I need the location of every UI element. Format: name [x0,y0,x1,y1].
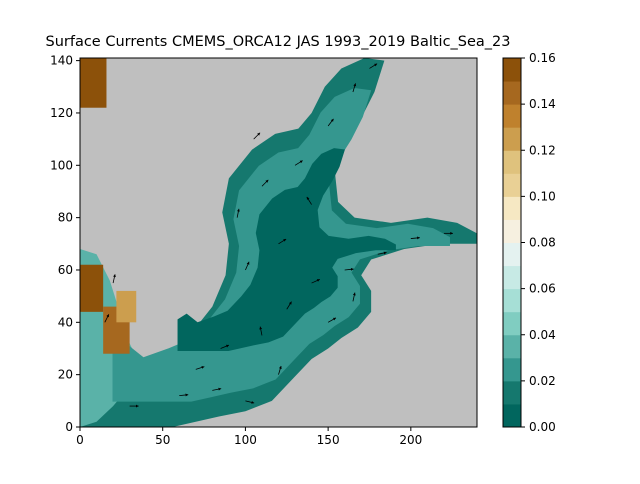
current-arrow-5 [286,301,292,310]
current-arrow-13 [261,179,269,187]
current-arrow-9 [410,236,420,240]
y-tick-label: 80 [58,211,73,225]
plot-area [80,58,477,427]
current-arrow-27 [253,132,261,140]
current-arrow-0 [179,393,189,397]
colorbar-tick-label: 0.16 [529,51,556,65]
current-arrow-2 [245,400,255,404]
y-tick-label: 140 [50,54,73,68]
current-arrow-6 [311,279,320,284]
y-tick-label: 100 [50,158,73,172]
colorbar-tick-label: 0.14 [529,97,556,111]
colorbar-segment [503,403,521,428]
colorbar-segment [503,357,521,382]
x-axis: 0 50 100 150 200 [76,427,422,447]
colorbar-tick-label: 0.06 [529,282,556,296]
current-arrow-7 [344,267,354,271]
colorbar-segment [503,104,521,128]
colorbar-tick-label: 0.10 [529,189,556,203]
colorbar-tick-label: 0.12 [529,143,556,157]
colorbar-tick-label: 0.00 [529,420,556,434]
hotspot-0 [80,264,104,312]
x-tick-label: 50 [155,433,170,447]
y-axis: 0 20 40 60 80 100 120 140 [50,54,80,434]
current-arrow-19 [278,238,287,245]
colorbar-segment [503,58,521,82]
sea-core [177,148,396,352]
y-tick-label: 120 [50,106,73,120]
current-arrow-23 [104,314,110,323]
colorbar: 0.00 0.02 0.04 0.06 0.08 0.10 0.12 0.14 0.16 [502,51,556,434]
x-tick-label: 100 [234,433,257,447]
chart-title: Surface Currents CMEMS_ORCA12 JAS 1993_2… [45,34,511,50]
y-tick-label: 20 [58,368,73,382]
current-arrow-18 [306,196,312,205]
colorbar-tick-label: 0.02 [529,374,556,388]
colorbar-tick-label: 0.08 [529,236,556,250]
current-arrow-3 [278,365,282,375]
colorbar-tick-label: 0.04 [529,328,556,342]
x-tick-label: 150 [317,433,340,447]
hotspot-3 [116,290,137,323]
colorbar-segment [503,288,521,313]
current-arrow-10 [443,231,453,235]
current-arrow-8 [377,251,387,255]
colorbar-segment [503,242,521,267]
y-tick-label: 40 [58,315,73,329]
colorbar-segment [503,311,521,336]
current-arrow-11 [245,261,250,271]
current-arrow-4 [259,326,263,336]
colorbar-segment [503,334,521,359]
plot-frame [79,57,478,428]
colorbar-segment [503,265,521,290]
current-arrow-16 [352,83,357,93]
current-arrow-15 [327,118,334,127]
colorbar-segment [503,196,521,220]
current-arrow-26 [352,292,356,302]
y-tick-label: 0 [65,420,73,434]
current-arrow-22 [129,404,139,408]
current-arrow-20 [220,344,230,349]
x-tick-label: 200 [399,433,422,447]
current-arrow-12 [236,208,240,218]
colorbar-segment [503,219,521,243]
x-tick-label: 0 [76,433,84,447]
colorbar-segment [503,173,521,197]
y-tick-label: 60 [58,263,73,277]
current-arrow-14 [294,160,303,166]
current-arrow-17 [369,63,378,69]
colorbar-segment [503,81,521,105]
current-arrow-1 [212,387,222,391]
current-arrow-25 [327,317,337,323]
current-arrow-24 [112,274,116,284]
colorbar-segment [503,127,521,151]
colorbar-segment [503,380,521,405]
colorbar-segment [503,150,521,174]
current-arrow-21 [195,366,205,370]
hotspot-1 [80,58,107,108]
